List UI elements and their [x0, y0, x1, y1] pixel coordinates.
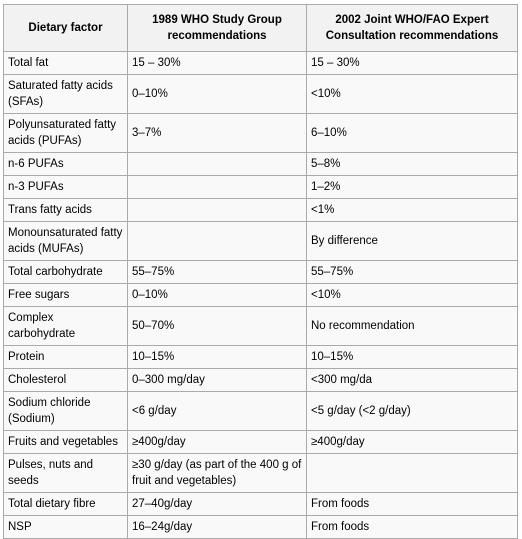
cell-1989-recommendation: 16–24g/day — [127, 515, 307, 539]
cell-2002-recommendation: <5 g/day (<2 g/day) — [306, 391, 518, 431]
header-dietary-factor: Dietary factor — [3, 4, 128, 52]
cell-1989-recommendation — [127, 198, 307, 222]
table-row: Free sugars 0–10% <10% — [3, 283, 518, 307]
cell-dietary-factor: Sodium chloride (Sodium) — [3, 391, 128, 431]
cell-2002-recommendation: 10–15% — [306, 345, 518, 369]
cell-dietary-factor: NSP — [3, 515, 128, 539]
table-row: n-3 PUFAs 1–2% — [3, 175, 518, 199]
header-row: Dietary factor 1989 WHO Study Group reco… — [3, 4, 518, 52]
cell-dietary-factor: Total carbohydrate — [3, 260, 128, 284]
cell-1989-recommendation: 27–40g/day — [127, 492, 307, 516]
table-row: Complex carbohydrate 50–70% No recommendat… — [3, 306, 518, 346]
cell-1989-recommendation — [127, 175, 307, 199]
cell-1989-recommendation: 0–10% — [127, 74, 307, 114]
cell-1989-recommendation: 55–75% — [127, 260, 307, 284]
cell-dietary-factor: n-6 PUFAs — [3, 152, 128, 176]
cell-dietary-factor: Complex carbohydrate — [3, 306, 128, 346]
table-row: Saturated fatty acids (SFAs) 0–10% <10% — [3, 74, 518, 114]
cell-1989-recommendation: ≥400g/day — [127, 430, 307, 454]
cell-1989-recommendation: 15 – 30% — [127, 51, 307, 75]
table-row: n-6 PUFAs 5–8% — [3, 152, 518, 176]
table-row: Total fat 15 – 30% 15 – 30% — [3, 51, 518, 75]
cell-1989-recommendation: ≥30 g/day (as part of the 400 g of fruit… — [127, 453, 307, 493]
header-1989-who: 1989 WHO Study Group recommendations — [127, 4, 307, 52]
cell-dietary-factor: Saturated fatty acids (SFAs) — [3, 74, 128, 114]
cell-dietary-factor: Pulses, nuts and seeds — [3, 453, 128, 493]
cell-dietary-factor: Protein — [3, 345, 128, 369]
dietary-recommendations-table: Dietary factor 1989 WHO Study Group reco… — [3, 4, 518, 539]
cell-2002-recommendation: From foods — [306, 492, 518, 516]
cell-2002-recommendation: 55–75% — [306, 260, 518, 284]
cell-1989-recommendation: 0–10% — [127, 283, 307, 307]
cell-dietary-factor: Polyunsaturated fatty acids (PUFAs) — [3, 113, 128, 153]
cell-2002-recommendation: 1–2% — [306, 175, 518, 199]
cell-dietary-factor: Total dietary fibre — [3, 492, 128, 516]
cell-2002-recommendation: 15 – 30% — [306, 51, 518, 75]
table-row: Trans fatty acids <1% — [3, 198, 518, 222]
cell-dietary-factor: Trans fatty acids — [3, 198, 128, 222]
table-row: Pulses, nuts and seeds ≥30 g/day (as part… — [3, 453, 518, 493]
header-2002-who-fao: 2002 Joint WHO/FAO Expert Consultation r… — [306, 4, 518, 52]
cell-1989-recommendation: <6 g/day — [127, 391, 307, 431]
cell-2002-recommendation: <10% — [306, 283, 518, 307]
cell-2002-recommendation: By difference — [306, 221, 518, 261]
cell-dietary-factor: Cholesterol — [3, 368, 128, 392]
cell-2002-recommendation — [306, 453, 518, 493]
cell-2002-recommendation: <1% — [306, 198, 518, 222]
cell-1989-recommendation: 10–15% — [127, 345, 307, 369]
cell-dietary-factor: Free sugars — [3, 283, 128, 307]
cell-1989-recommendation — [127, 152, 307, 176]
table-row: Protein 10–15% 10–15% — [3, 345, 518, 369]
table-row: Polyunsaturated fatty acids (PUFAs) 3–7% 6… — [3, 113, 518, 153]
cell-dietary-factor: Monounsaturated fatty acids (MUFAs) — [3, 221, 128, 261]
cell-2002-recommendation: No recommendation — [306, 306, 518, 346]
cell-1989-recommendation: 0–300 mg/day — [127, 368, 307, 392]
cell-2002-recommendation: 5–8% — [306, 152, 518, 176]
cell-2002-recommendation: ≥400g/day — [306, 430, 518, 454]
cell-dietary-factor: n-3 PUFAs — [3, 175, 128, 199]
cell-1989-recommendation: 3–7% — [127, 113, 307, 153]
cell-1989-recommendation: 50–70% — [127, 306, 307, 346]
table-row: Fruits and vegetables ≥400g/day ≥400g/day — [3, 430, 518, 454]
cell-dietary-factor: Total fat — [3, 51, 128, 75]
cell-2002-recommendation: 6–10% — [306, 113, 518, 153]
cell-2002-recommendation: From foods — [306, 515, 518, 539]
cell-dietary-factor: Fruits and vegetables — [3, 430, 128, 454]
table-row: Monounsaturated fatty acids (MUFAs) By di… — [3, 221, 518, 261]
table-row: Total carbohydrate 55–75% 55–75% — [3, 260, 518, 284]
table-row: NSP 16–24g/day From foods — [3, 515, 518, 539]
table-row: Cholesterol 0–300 mg/day <300 mg/da — [3, 368, 518, 392]
cell-2002-recommendation: <300 mg/da — [306, 368, 518, 392]
cell-2002-recommendation: <10% — [306, 74, 518, 114]
table-row: Total dietary fibre 27–40g/day From foods — [3, 492, 518, 516]
table-row: Sodium chloride (Sodium) <6 g/day <5 g/day… — [3, 391, 518, 431]
cell-1989-recommendation — [127, 221, 307, 261]
